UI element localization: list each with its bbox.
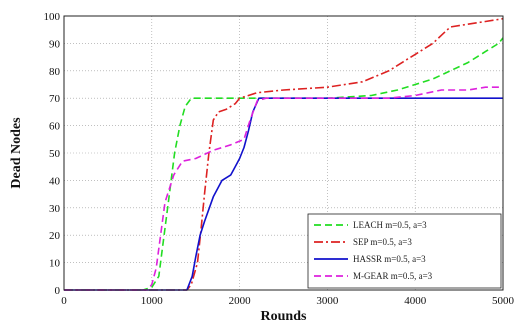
y-tick-label: 70 (49, 93, 61, 105)
y-tick-label: 10 (49, 258, 61, 270)
plot-frame (63, 15, 504, 291)
legend-label-2: SEP m=0.5, a=3 (353, 237, 412, 247)
tick-labels: 0 1000 2000 3000 4000 5000 0 10 20 30 40 50 60 70 80 90… (44, 11, 515, 307)
series-line-4 (64, 86, 503, 291)
x-tick-label: 3000 (316, 295, 339, 307)
series-line-2 (64, 17, 504, 291)
x-axis-title: Rounds (261, 309, 307, 324)
y-axis-title: Dead Nodes (9, 117, 24, 189)
legend-label-3: HASSR m=0.5, a=3 (353, 254, 426, 264)
y-tick-label: 50 (49, 148, 61, 160)
y-tick-label: 90 (49, 38, 61, 50)
series-line-3 (64, 97, 503, 291)
y-tick-label: 20 (49, 230, 61, 242)
x-tick-label: 2000 (229, 295, 252, 307)
x-tick-label: 5000 (492, 295, 515, 307)
legend: LEACH m=0.5, a=3 SEP m=0.5, a=3 HASSR m=0.… (307, 213, 502, 289)
x-tick-label: 1000 (141, 295, 164, 307)
series-lines (64, 17, 504, 291)
x-tick-label: 0 (61, 295, 67, 307)
y-tick-label: 30 (49, 203, 61, 215)
legend-label-1: LEACH m=0.5, a=3 (353, 220, 427, 230)
y-tick-label: 60 (49, 121, 61, 133)
y-tick-label: 80 (49, 66, 61, 78)
y-tick-label: 0 (55, 285, 61, 297)
x-tick-label: 4000 (404, 295, 427, 307)
y-tick-label: 100 (44, 11, 61, 23)
y-tick-label: 40 (49, 175, 61, 187)
legend-label-4: M-GEAR m=0.5, a=3 (353, 271, 433, 281)
